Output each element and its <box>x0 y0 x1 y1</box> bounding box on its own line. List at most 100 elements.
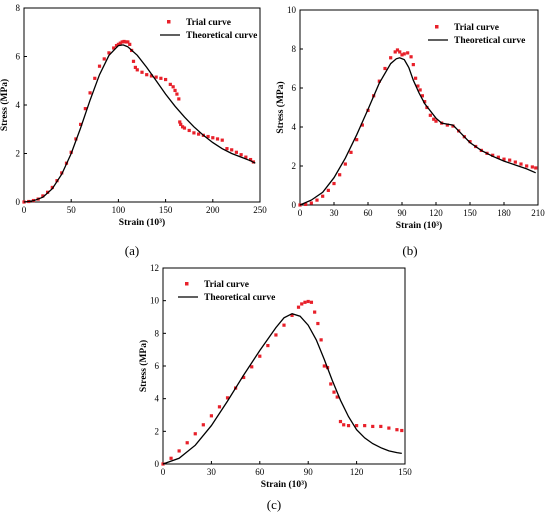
trial-point <box>393 50 397 54</box>
trial-point <box>445 123 449 127</box>
y-tick-label: 6 <box>155 361 160 371</box>
trial-point <box>502 157 506 161</box>
y-tick-label: 4 <box>155 394 160 404</box>
trial-point <box>185 441 189 445</box>
chart-panel-c: 0 30 60 90 120 150 0 2 4 6 8 10 12 Strain (10³) Stress… <box>138 263 412 490</box>
y-tick-label: 8 <box>155 328 160 338</box>
x-tick-label: 150 <box>159 205 173 215</box>
x-tick-label: 30 <box>207 467 217 477</box>
trial-point <box>332 181 336 186</box>
legend-label: Trial curve <box>204 280 249 290</box>
trial-point <box>215 137 220 141</box>
x-tick-label: 0 <box>298 208 303 218</box>
trial-point <box>434 119 438 123</box>
panel-label-a: (a) <box>125 243 139 258</box>
trial-point <box>242 375 246 380</box>
trial-point <box>187 128 191 133</box>
trial-point <box>209 414 213 418</box>
theoretical-line <box>299 57 536 206</box>
trial-point <box>416 84 420 88</box>
y-tick-label: 6 <box>16 52 21 62</box>
y-tick-label: 0 <box>292 200 297 210</box>
panel-label-b: (b) <box>402 243 417 258</box>
trial-point <box>304 202 308 207</box>
trial-point <box>133 65 137 70</box>
y-tick-label: 0 <box>155 459 160 469</box>
trial-point <box>177 97 181 101</box>
trial-point <box>79 122 83 126</box>
trial-point <box>171 85 175 89</box>
trial-point <box>274 333 278 337</box>
plot-frame-c <box>162 267 406 465</box>
legend-marker-trial <box>185 282 189 286</box>
x-tick-label: 100 <box>112 205 126 215</box>
trial-point <box>530 165 534 169</box>
legend-label: Theoretical curve <box>454 36 525 46</box>
trial-point <box>315 198 319 202</box>
x-axis-label: Strain (10³) <box>119 217 165 228</box>
trial-point <box>154 75 158 79</box>
trial-point <box>282 323 286 327</box>
trial-point <box>250 365 254 369</box>
trial-point <box>411 63 415 67</box>
y-tick-label: 2 <box>16 149 21 159</box>
trial-point <box>180 125 185 129</box>
trial-point <box>234 150 238 154</box>
trial-point <box>432 117 436 121</box>
trial-point <box>332 390 336 394</box>
x-tick-label: 120 <box>350 467 364 477</box>
trial-point <box>122 39 126 44</box>
trial-point <box>303 300 307 304</box>
trial-point <box>395 428 399 432</box>
trial-point <box>306 299 310 304</box>
trial-point <box>468 140 472 144</box>
trial-point <box>193 432 197 436</box>
trial-point <box>387 426 391 430</box>
trial-point <box>192 131 196 135</box>
trial-point <box>321 194 325 198</box>
trial-point <box>248 157 253 162</box>
y-axis-label: Stress (MPa) <box>275 81 286 133</box>
x-tick-label: 180 <box>497 208 511 218</box>
y-tick-label: 2 <box>155 426 160 436</box>
y-axis-label: Stress (MPa) <box>138 340 149 392</box>
x-tick-label: 250 <box>253 205 267 215</box>
trial-point <box>360 123 364 127</box>
y-tick-label: 4 <box>292 122 297 132</box>
trial-point <box>97 64 102 68</box>
trial-point <box>383 66 387 71</box>
trial-point <box>316 321 320 326</box>
trial-point <box>102 57 106 61</box>
trial-point <box>491 153 495 157</box>
x-tick-label: 120 <box>429 208 443 218</box>
trial-point <box>420 94 424 98</box>
legend-marker-trial <box>435 25 439 29</box>
trial-point <box>116 42 120 46</box>
trial-point <box>300 302 304 306</box>
trial-point <box>349 150 353 154</box>
trial-point <box>400 53 404 57</box>
y-tick-label: 12 <box>150 263 159 273</box>
theoretical-line <box>162 313 402 465</box>
trial-point <box>201 423 205 427</box>
legend-marker-trial <box>167 20 171 24</box>
trial-point <box>335 395 339 399</box>
trial-point <box>211 136 215 140</box>
y-tick-label: 8 <box>16 3 21 13</box>
trial-point <box>93 76 97 80</box>
plot-frame-b <box>299 9 539 206</box>
trial-point <box>343 162 347 166</box>
trial-point <box>395 48 400 52</box>
y-tick-label: 10 <box>287 5 297 15</box>
trial-point <box>179 122 183 126</box>
trial-point <box>140 70 144 74</box>
trial-point <box>164 77 168 82</box>
trial-point <box>220 138 224 142</box>
trial-point <box>126 40 130 44</box>
y-tick-label: 4 <box>16 100 21 110</box>
trial-point <box>338 419 343 424</box>
trial-point <box>414 76 418 80</box>
x-tick-label: 0 <box>161 467 166 477</box>
y-tick-label: 10 <box>150 296 160 306</box>
